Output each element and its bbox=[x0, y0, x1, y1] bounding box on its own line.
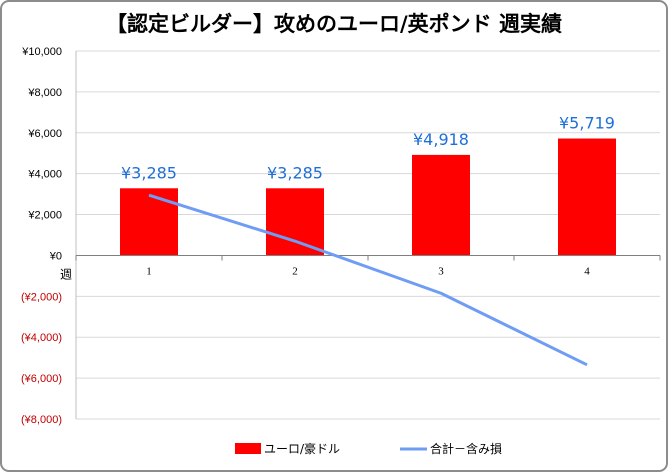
x-tick-label: 1 bbox=[146, 265, 152, 277]
x-axis-label: 週 bbox=[60, 267, 72, 281]
x-tick-label: 2 bbox=[292, 265, 298, 277]
bar bbox=[120, 188, 178, 256]
y-tick-label: ¥6,000 bbox=[27, 128, 62, 140]
y-tick-label: ¥10,000 bbox=[21, 46, 62, 58]
x-tick-label: 3 bbox=[438, 265, 444, 277]
legend-label-bar: ユーロ/豪ドル bbox=[264, 441, 340, 456]
y-tick-label: (¥4,000) bbox=[21, 332, 62, 344]
y-tick-label: ¥4,000 bbox=[27, 169, 62, 181]
y-tick-label: ¥8,000 bbox=[27, 87, 62, 99]
y-tick-label: ¥0 bbox=[49, 250, 62, 262]
y-tick-label: (¥8,000) bbox=[21, 414, 62, 426]
y-tick-label: ¥2,000 bbox=[27, 210, 62, 222]
x-tick-label: 4 bbox=[584, 265, 590, 277]
y-tick-label: (¥6,000) bbox=[21, 373, 62, 385]
y-tick-label: (¥2,000) bbox=[21, 291, 62, 303]
bar bbox=[412, 154, 470, 256]
bar bbox=[558, 138, 616, 256]
series-line bbox=[148, 193, 588, 367]
bar-data-label: ¥3,285 bbox=[121, 163, 177, 182]
bar-data-label: ¥3,285 bbox=[267, 163, 323, 182]
legend-swatch-bar bbox=[235, 443, 261, 454]
bar bbox=[266, 188, 324, 256]
chart-title: 【認定ビルダー】攻めのユーロ/英ポンド 週実績 bbox=[106, 12, 562, 36]
bar-data-label: ¥4,918 bbox=[413, 130, 469, 149]
legend-label-line: 合計－含み損 bbox=[430, 441, 502, 456]
bar-data-label: ¥5,719 bbox=[559, 114, 615, 133]
